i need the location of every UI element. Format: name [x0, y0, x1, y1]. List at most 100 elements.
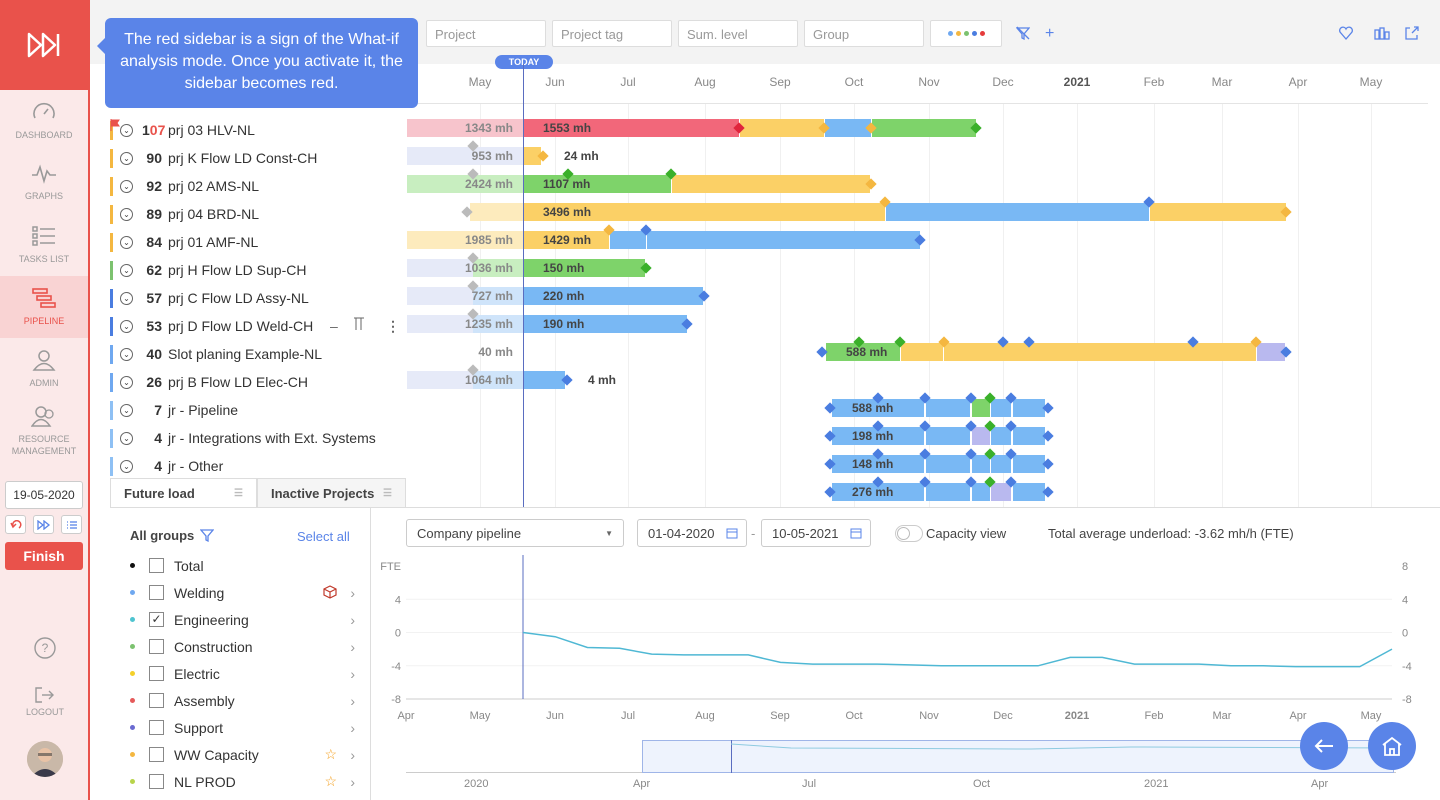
add-filter-icon[interactable]: +	[1045, 25, 1055, 42]
date-field[interactable]: 19-05-2020	[5, 481, 83, 509]
avatar[interactable]	[27, 741, 63, 777]
gantt-bar[interactable]	[610, 231, 646, 249]
gantt-bar[interactable]	[926, 483, 970, 501]
gantt-bar[interactable]: 588 mh	[832, 399, 924, 417]
columns-icon[interactable]	[1374, 26, 1390, 43]
logo[interactable]	[0, 0, 88, 90]
gantt-bar[interactable]	[647, 231, 920, 249]
gantt-bar[interactable]	[1150, 203, 1286, 221]
gantt-bar[interactable]	[872, 119, 976, 137]
group-checkbox[interactable]	[149, 747, 164, 762]
gantt-bar[interactable]	[825, 119, 871, 137]
group-row[interactable]: WW Capacity ☆ ›	[130, 741, 355, 768]
gantt-bar[interactable]: 148 mh	[832, 455, 924, 473]
minus-icon[interactable]: –	[330, 318, 338, 334]
gantt-bar[interactable]: 198 mh	[832, 427, 924, 445]
gantt-bar[interactable]	[972, 399, 990, 417]
gantt-bar[interactable]	[470, 203, 523, 221]
help-icon[interactable]: ?	[34, 637, 56, 662]
group-checkbox[interactable]	[149, 774, 164, 789]
star-icon[interactable]: ☆	[324, 746, 337, 762]
project-row[interactable]: ⌄ 62 prj H Flow LD Sup-CH	[110, 256, 406, 284]
project-row[interactable]: ⌄ 92 prj 02 AMS-NL	[110, 172, 406, 200]
gantt-bar[interactable]	[944, 343, 1256, 361]
undo-icon[interactable]	[5, 515, 26, 534]
capacity-toggle[interactable]	[895, 525, 923, 542]
chevron-down-icon[interactable]: ⌄	[120, 123, 133, 137]
group-row[interactable]: Total	[130, 552, 355, 579]
gantt-bar[interactable]	[972, 483, 990, 501]
project-row[interactable]: ⌄ 57 prj C Flow LD Assy-NL	[110, 284, 406, 312]
chevron-down-icon[interactable]: ⌄	[120, 375, 133, 389]
chevron-right-icon[interactable]: ›	[350, 746, 355, 763]
group-checkbox[interactable]	[149, 693, 164, 708]
tab-inactive-projects[interactable]: Inactive Projects ☰	[257, 478, 406, 508]
nav-graphs[interactable]: GRAPHS	[0, 152, 88, 214]
gantt-bar[interactable]: 1429 mh	[523, 231, 609, 249]
group-checkbox[interactable]: ✓	[149, 612, 164, 627]
more-icon[interactable]: ⋮	[386, 317, 400, 334]
chevron-down-icon[interactable]: ⌄	[120, 235, 133, 249]
gantt-bar[interactable]: 220 mh	[523, 287, 703, 305]
filter-heart-icon[interactable]	[1338, 26, 1354, 43]
gantt-bar[interactable]: 1107 mh	[523, 175, 671, 193]
group-row[interactable]: Support ›	[130, 714, 355, 741]
gantt-bar[interactable]	[1013, 399, 1045, 417]
color-filter[interactable]	[930, 20, 1002, 47]
chevron-down-icon[interactable]: ⌄	[120, 347, 133, 361]
chevron-right-icon[interactable]: ›	[350, 584, 355, 601]
pipeline-select[interactable]: Company pipeline ▼	[406, 519, 624, 547]
gantt-bar[interactable]	[1013, 455, 1045, 473]
chevron-down-icon[interactable]: ⌄	[120, 431, 133, 445]
gantt-bar[interactable]	[901, 343, 943, 361]
project-row[interactable]: ⌄ 4 jr - Other	[110, 452, 406, 480]
clear-filter-icon[interactable]	[1015, 26, 1031, 43]
star-icon[interactable]: ☆	[324, 773, 337, 789]
gantt-bar[interactable]	[523, 371, 565, 389]
nav-tasks-list[interactable]: TASKS LIST	[0, 214, 88, 276]
chevron-right-icon[interactable]: ›	[350, 719, 355, 736]
chevron-down-icon[interactable]: ⌄	[120, 459, 133, 473]
gantt-bar[interactable]: 1553 mh	[523, 119, 739, 137]
group-filter[interactable]: Group	[804, 20, 924, 47]
gantt-bar[interactable]	[972, 455, 990, 473]
project-row[interactable]: ⌄ 89 prj 04 BRD-NL	[110, 200, 406, 228]
chevron-right-icon[interactable]: ›	[350, 665, 355, 682]
group-checkbox[interactable]	[149, 720, 164, 735]
project-row[interactable]: ⌄ 4 jr - Integrations with Ext. Systems	[110, 424, 406, 452]
project-filter[interactable]: Project	[426, 20, 546, 47]
gantt-bar[interactable]	[473, 371, 523, 389]
chevron-right-icon[interactable]: ›	[350, 638, 355, 655]
list-view-icon[interactable]	[61, 515, 82, 534]
project-row[interactable]: ⌄ 107 prj 03 HLV-NL	[110, 116, 406, 144]
gantt-bar[interactable]	[972, 427, 990, 445]
gantt-bar[interactable]	[926, 427, 970, 445]
home-button[interactable]	[1368, 722, 1416, 770]
nav-resource-management[interactable]: RESOURCE MANAGEMENT	[0, 400, 88, 462]
gantt-bar[interactable]	[407, 175, 523, 193]
group-filter-icon[interactable]	[199, 528, 215, 545]
group-row[interactable]: Assembly ›	[130, 687, 355, 714]
gantt-bar[interactable]: 150 mh	[523, 259, 645, 277]
chevron-down-icon[interactable]: ⌄	[120, 179, 133, 193]
gantt-bar[interactable]: 276 mh	[832, 483, 924, 501]
gantt-bar[interactable]	[991, 455, 1011, 473]
project-row[interactable]: ⌄ 7 jr - Pipeline	[110, 396, 406, 424]
project-tag-filter[interactable]: Project tag	[552, 20, 672, 47]
gantt-bar[interactable]	[991, 483, 1011, 501]
back-button[interactable]	[1300, 722, 1348, 770]
from-date-field[interactable]: 01-04-2020	[637, 519, 747, 547]
gantt-bar[interactable]	[926, 399, 970, 417]
select-all-link[interactable]: Select all	[297, 529, 350, 544]
gantt-bar[interactable]	[991, 399, 1011, 417]
sum-level-filter[interactable]: Sum. level	[678, 20, 798, 47]
group-row[interactable]: Construction ›	[130, 633, 355, 660]
gantt-bar[interactable]	[407, 147, 523, 165]
gantt-bar[interactable]	[991, 427, 1011, 445]
gantt-bar[interactable]: 190 mh	[523, 315, 687, 333]
gantt-bar[interactable]	[926, 455, 970, 473]
project-row[interactable]: ⌄ 26 prj B Flow LD Elec-CH	[110, 368, 406, 396]
logout-button[interactable]: LOGOUT	[0, 682, 90, 722]
gantt-bar[interactable]	[523, 147, 541, 165]
chevron-down-icon[interactable]: ⌄	[120, 207, 133, 221]
